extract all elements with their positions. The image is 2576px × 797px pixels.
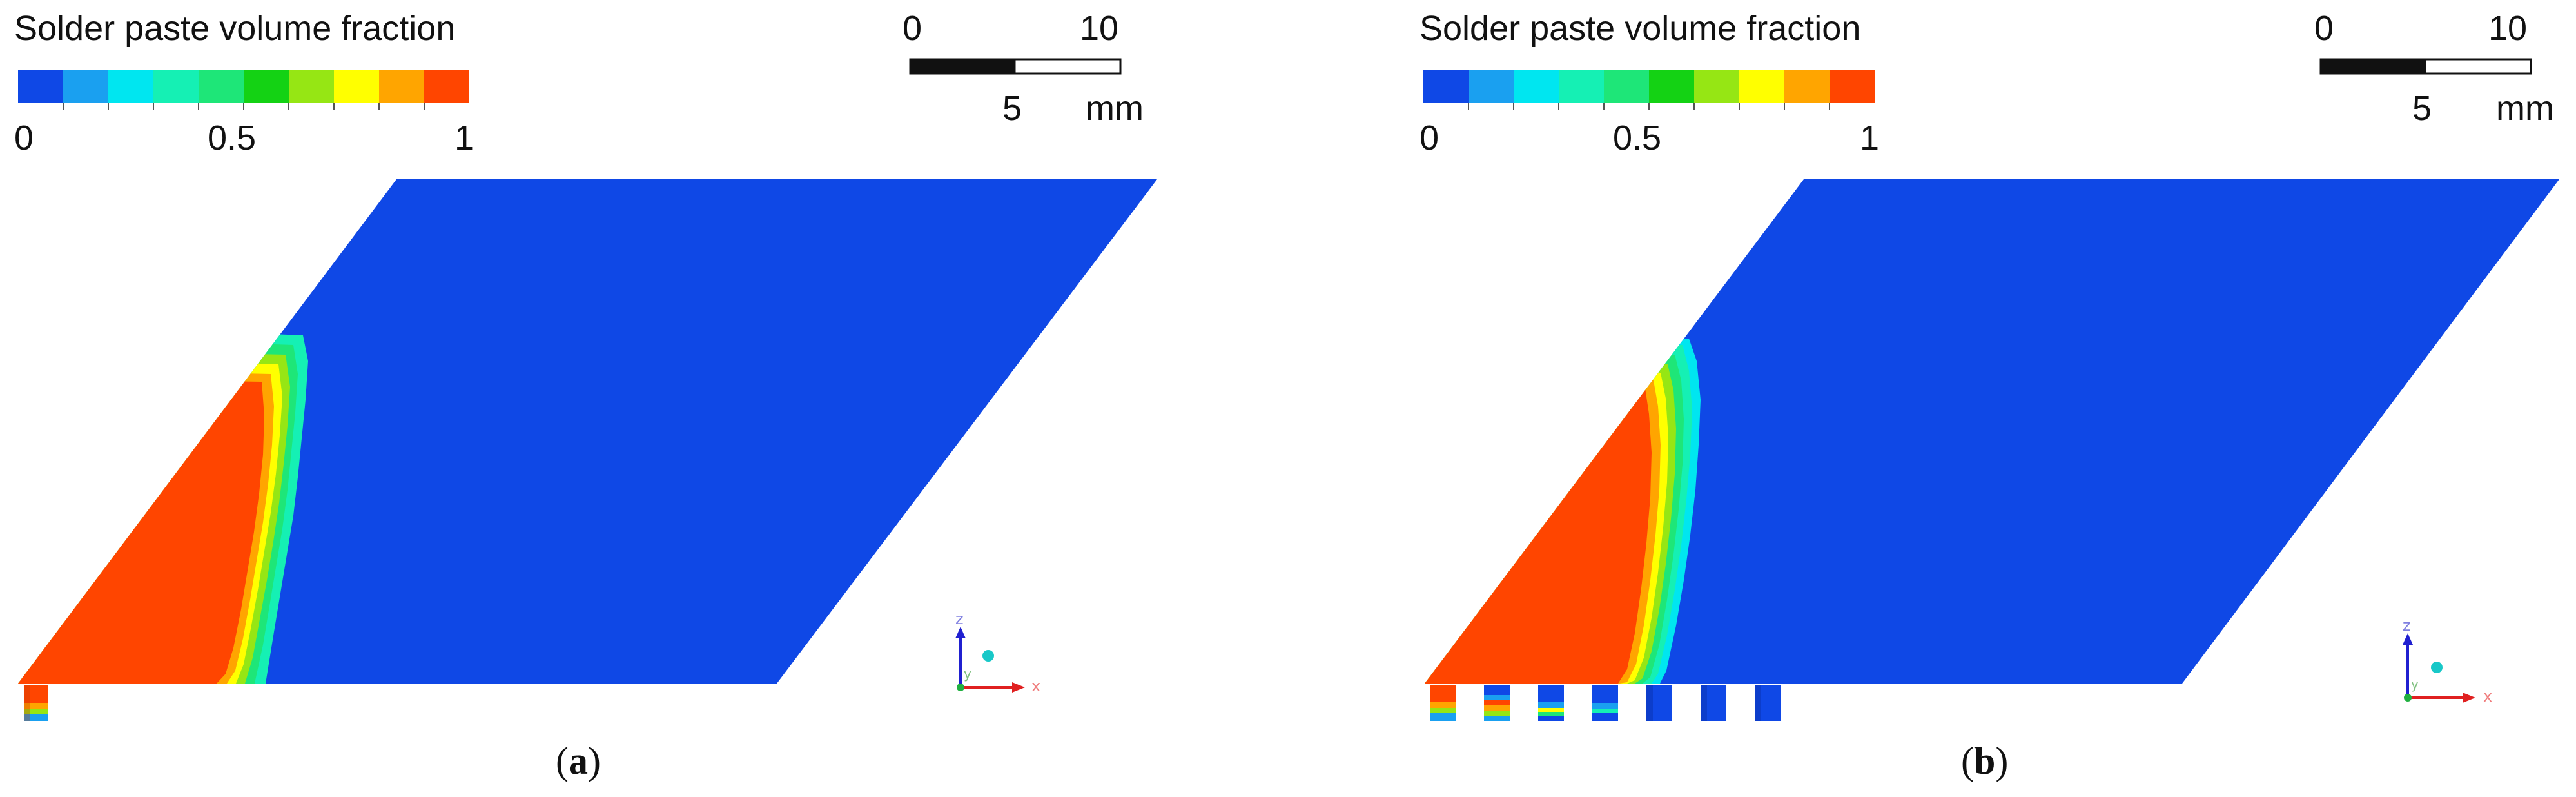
aperture xyxy=(1484,685,1510,721)
axis-x-label: x xyxy=(2483,687,2492,705)
panel-b: Solder paste volume fraction 0 0.5 1 0 xyxy=(1405,0,2576,797)
scale-bar xyxy=(909,58,1122,75)
axis-y-label: y xyxy=(2411,676,2419,692)
scale-unit: mm xyxy=(1086,89,1144,128)
axis-y-label: y xyxy=(964,666,971,682)
colorbar-swatch xyxy=(379,70,424,103)
colorbar-title: Solder paste volume fraction xyxy=(1420,9,1860,48)
colorbar-title: Solder paste volume fraction xyxy=(14,9,455,48)
axis-triad xyxy=(2403,633,2475,703)
colorbar-swatch xyxy=(1604,70,1649,103)
colorbar-swatch xyxy=(199,70,244,103)
colorbar-tick-min: 0 xyxy=(1420,119,1439,157)
scale-unit: mm xyxy=(2496,89,2554,128)
aperture xyxy=(1592,685,1618,721)
scale-label-right: 10 xyxy=(2488,9,2527,48)
scale-label-right: 10 xyxy=(1080,9,1118,48)
colorbar-swatch xyxy=(244,70,289,103)
colorbar-swatch xyxy=(1649,70,1694,103)
axis-x-label: x xyxy=(1031,677,1040,695)
aperture xyxy=(1646,685,1672,721)
simulation-figure-b: Solder paste volume fraction 0 0.5 1 0 xyxy=(1420,9,2559,782)
colorbar-swatch xyxy=(153,70,199,103)
colorbar xyxy=(18,70,469,110)
aperture xyxy=(1430,685,1456,721)
stencil-surface xyxy=(1425,179,2559,684)
scale-label-mid: 5 xyxy=(1002,89,1022,128)
panel-caption: (b) xyxy=(1961,740,2008,782)
colorbar-swatch xyxy=(108,70,153,103)
colorbar-swatch xyxy=(334,70,379,103)
axis-z-label: z xyxy=(2403,616,2411,635)
colorbar-swatch xyxy=(1784,70,1830,103)
scale-label-left: 0 xyxy=(903,9,922,48)
scale-label-left: 0 xyxy=(2314,9,2334,48)
colorbar-swatch xyxy=(18,70,63,103)
colorbar-tick-mid: 0.5 xyxy=(1613,119,1661,157)
axis-triad xyxy=(955,627,1025,693)
colorbar-tick-mid: 0.5 xyxy=(208,119,256,157)
aperture xyxy=(24,685,48,721)
colorbar-swatch xyxy=(424,70,469,103)
aperture xyxy=(1538,685,1564,721)
colorbar-swatch xyxy=(1423,70,1469,103)
scale-label-mid: 5 xyxy=(2412,89,2432,128)
colorbar-tick-max: 1 xyxy=(1860,119,1879,157)
colorbar-swatch xyxy=(1469,70,1514,103)
panel-a: Solder paste volume fraction 0 0.5 1 xyxy=(14,9,1157,782)
colorbar xyxy=(1423,70,1875,110)
aperture xyxy=(1701,685,1726,721)
colorbar-swatch xyxy=(1694,70,1739,103)
colorbar-swatch xyxy=(1830,70,1875,103)
colorbar-swatch xyxy=(63,70,108,103)
colorbar-swatch xyxy=(1739,70,1784,103)
simulation-figure-a: Solder paste volume fraction 0 0.5 1 xyxy=(14,9,1157,782)
colorbar-tick-min: 0 xyxy=(14,119,34,157)
aperture xyxy=(1755,685,1781,721)
axis-z-label: z xyxy=(955,610,964,628)
colorbar-tick-max: 1 xyxy=(454,119,474,157)
panel-caption: (a) xyxy=(556,740,601,782)
colorbar-swatch xyxy=(1514,70,1559,103)
colorbar-swatch xyxy=(1559,70,1604,103)
scale-bar xyxy=(2319,58,2532,75)
colorbar-swatch xyxy=(289,70,334,103)
stencil-surface xyxy=(18,179,1157,684)
